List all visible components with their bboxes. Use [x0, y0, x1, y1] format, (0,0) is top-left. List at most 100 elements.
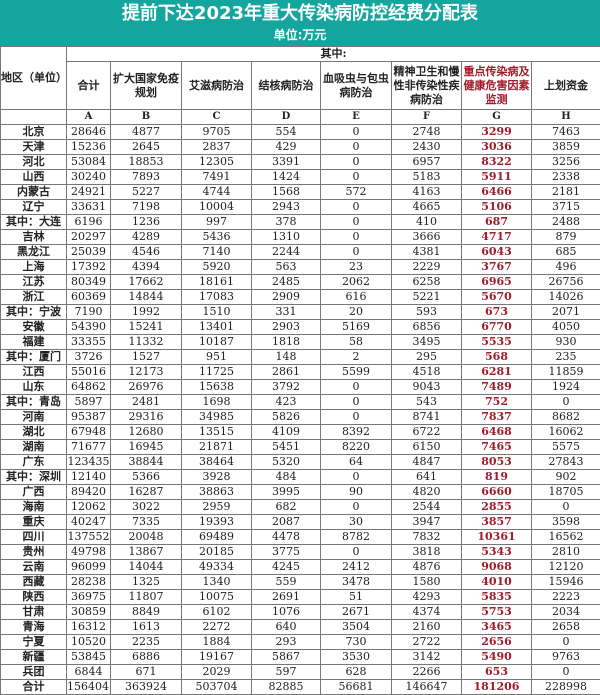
value-cell: 18853: [111, 155, 182, 170]
value-cell: 616: [321, 290, 392, 305]
value-cell: 2481: [111, 395, 182, 410]
region-cell: 天津: [1, 140, 67, 155]
value-cell: 951: [182, 350, 252, 365]
value-cell: 3859: [532, 140, 600, 155]
value-cell: 0: [321, 140, 392, 155]
value-cell: 3792: [252, 380, 321, 395]
value-cell: 3726: [67, 350, 111, 365]
value-cell: 3666: [392, 230, 462, 245]
value-cell: 2338: [532, 170, 600, 185]
region-cell: 宁夏: [1, 635, 67, 650]
value-cell: 3818: [392, 545, 462, 560]
value-cell: 10361: [462, 530, 532, 545]
value-cell: 5599: [321, 365, 392, 380]
value-cell: 752: [462, 395, 532, 410]
column-header: 结核病防治: [252, 62, 321, 110]
value-cell: 8220: [321, 440, 392, 455]
value-cell: 673: [462, 305, 532, 320]
value-cell: 36975: [67, 590, 111, 605]
value-cell: 7893: [111, 170, 182, 185]
value-cell: 3715: [532, 200, 600, 215]
value-cell: 89420: [67, 485, 111, 500]
value-cell: 2485: [252, 275, 321, 290]
value-cell: 1424: [252, 170, 321, 185]
value-cell: 484: [252, 470, 321, 485]
value-cell: 496: [532, 260, 600, 275]
value-cell: 26756: [532, 275, 600, 290]
value-cell: 5867: [252, 650, 321, 665]
value-cell: 2722: [392, 635, 462, 650]
value-cell: 572: [321, 185, 392, 200]
value-cell: 4293: [392, 590, 462, 605]
value-cell: 2837: [182, 140, 252, 155]
value-cell: 2748: [392, 125, 462, 140]
value-cell: 55016: [67, 365, 111, 380]
value-cell: 3478: [321, 575, 392, 590]
value-cell: 28238: [67, 575, 111, 590]
value-cell: 4820: [392, 485, 462, 500]
page-title: 提前下达2023年重大传染病防控经费分配表: [0, 0, 600, 27]
value-cell: 10187: [182, 335, 252, 350]
value-cell: 2087: [252, 515, 321, 530]
value-cell: 5753: [462, 605, 532, 620]
value-cell: 543: [392, 395, 462, 410]
value-cell: 53845: [67, 650, 111, 665]
value-cell: 6965: [462, 275, 532, 290]
value-cell: 4109: [252, 425, 321, 440]
value-cell: 30: [321, 515, 392, 530]
column-header: 合计: [67, 62, 111, 110]
value-cell: 3022: [111, 500, 182, 515]
value-cell: 0: [321, 380, 392, 395]
value-cell: 2909: [252, 290, 321, 305]
value-cell: 90: [321, 485, 392, 500]
value-cell: 80349: [67, 275, 111, 290]
value-cell: 997: [182, 215, 252, 230]
value-cell: 13515: [182, 425, 252, 440]
region-cell: 吉林: [1, 230, 67, 245]
value-cell: 11859: [532, 365, 600, 380]
column-header: 艾滋病防治: [182, 62, 252, 110]
group-header: 其中:: [67, 47, 600, 62]
value-cell: 671: [111, 665, 182, 680]
value-cell: 8741: [392, 410, 462, 425]
value-cell: 7190: [67, 305, 111, 320]
value-cell: 49798: [67, 545, 111, 560]
region-cell: 浙江: [1, 290, 67, 305]
value-cell: 15236: [67, 140, 111, 155]
value-cell: 3767: [462, 260, 532, 275]
value-cell: 18705: [532, 485, 600, 500]
value-cell: 19393: [182, 515, 252, 530]
value-cell: 6102: [182, 605, 252, 620]
region-cell: 河南: [1, 410, 67, 425]
value-cell: 16287: [111, 485, 182, 500]
value-cell: 1310: [252, 230, 321, 245]
value-cell: 5343: [462, 545, 532, 560]
value-cell: 331: [252, 305, 321, 320]
value-cell: 11725: [182, 365, 252, 380]
value-cell: 4010: [462, 575, 532, 590]
value-cell: 82885: [252, 680, 321, 695]
column-header: 血吸虫与包虫病防治: [321, 62, 392, 110]
value-cell: 58: [321, 335, 392, 350]
value-cell: 628: [321, 665, 392, 680]
value-cell: 64862: [67, 380, 111, 395]
value-cell: 38863: [182, 485, 252, 500]
value-cell: 0: [321, 500, 392, 515]
value-cell: 13401: [182, 320, 252, 335]
value-cell: 687: [462, 215, 532, 230]
value-cell: 0: [321, 170, 392, 185]
value-cell: 2691: [252, 590, 321, 605]
value-cell: 2062: [321, 275, 392, 290]
